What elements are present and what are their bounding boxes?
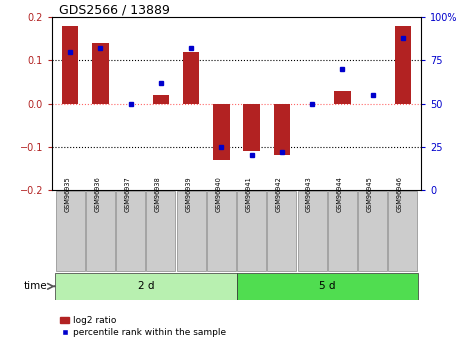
Text: GSM96941: GSM96941	[245, 176, 252, 212]
Bar	[176, 191, 206, 271]
Text: GSM96940: GSM96940	[215, 176, 221, 212]
Bar	[213, 104, 230, 159]
Bar	[243, 104, 260, 151]
Text: GSM96936: GSM96936	[95, 176, 100, 212]
Text: GSM96944: GSM96944	[336, 176, 342, 212]
Text: time: time	[24, 282, 47, 291]
Bar	[55, 273, 236, 300]
Bar	[358, 191, 387, 271]
Bar	[298, 191, 327, 271]
Bar	[62, 26, 79, 103]
Text: GSM96939: GSM96939	[185, 176, 191, 212]
Text: GSM96938: GSM96938	[155, 176, 161, 212]
Bar	[394, 26, 411, 103]
Legend: log2 ratio, percentile rank within the sample: log2 ratio, percentile rank within the s…	[57, 313, 229, 341]
Bar	[86, 191, 115, 271]
Bar	[56, 191, 85, 271]
Bar	[334, 90, 350, 104]
Bar	[267, 191, 297, 271]
Bar	[273, 104, 290, 155]
Bar	[153, 95, 169, 104]
Text: GSM96943: GSM96943	[306, 176, 312, 212]
Bar	[237, 191, 266, 271]
Text: GDS2566 / 13889: GDS2566 / 13889	[60, 3, 170, 16]
Bar	[146, 191, 175, 271]
Bar	[328, 191, 357, 271]
Bar	[236, 273, 418, 300]
Text: 2 d: 2 d	[138, 282, 154, 291]
Bar	[207, 191, 236, 271]
Bar	[116, 191, 145, 271]
Text: GSM96946: GSM96946	[397, 176, 403, 212]
Bar	[388, 191, 417, 271]
Text: 5 d: 5 d	[319, 282, 335, 291]
Text: GSM96945: GSM96945	[367, 176, 373, 212]
Text: GSM96942: GSM96942	[276, 176, 282, 212]
Text: GSM96937: GSM96937	[125, 176, 131, 212]
Text: GSM96935: GSM96935	[64, 176, 70, 212]
Bar	[183, 52, 200, 104]
Bar	[92, 43, 109, 104]
